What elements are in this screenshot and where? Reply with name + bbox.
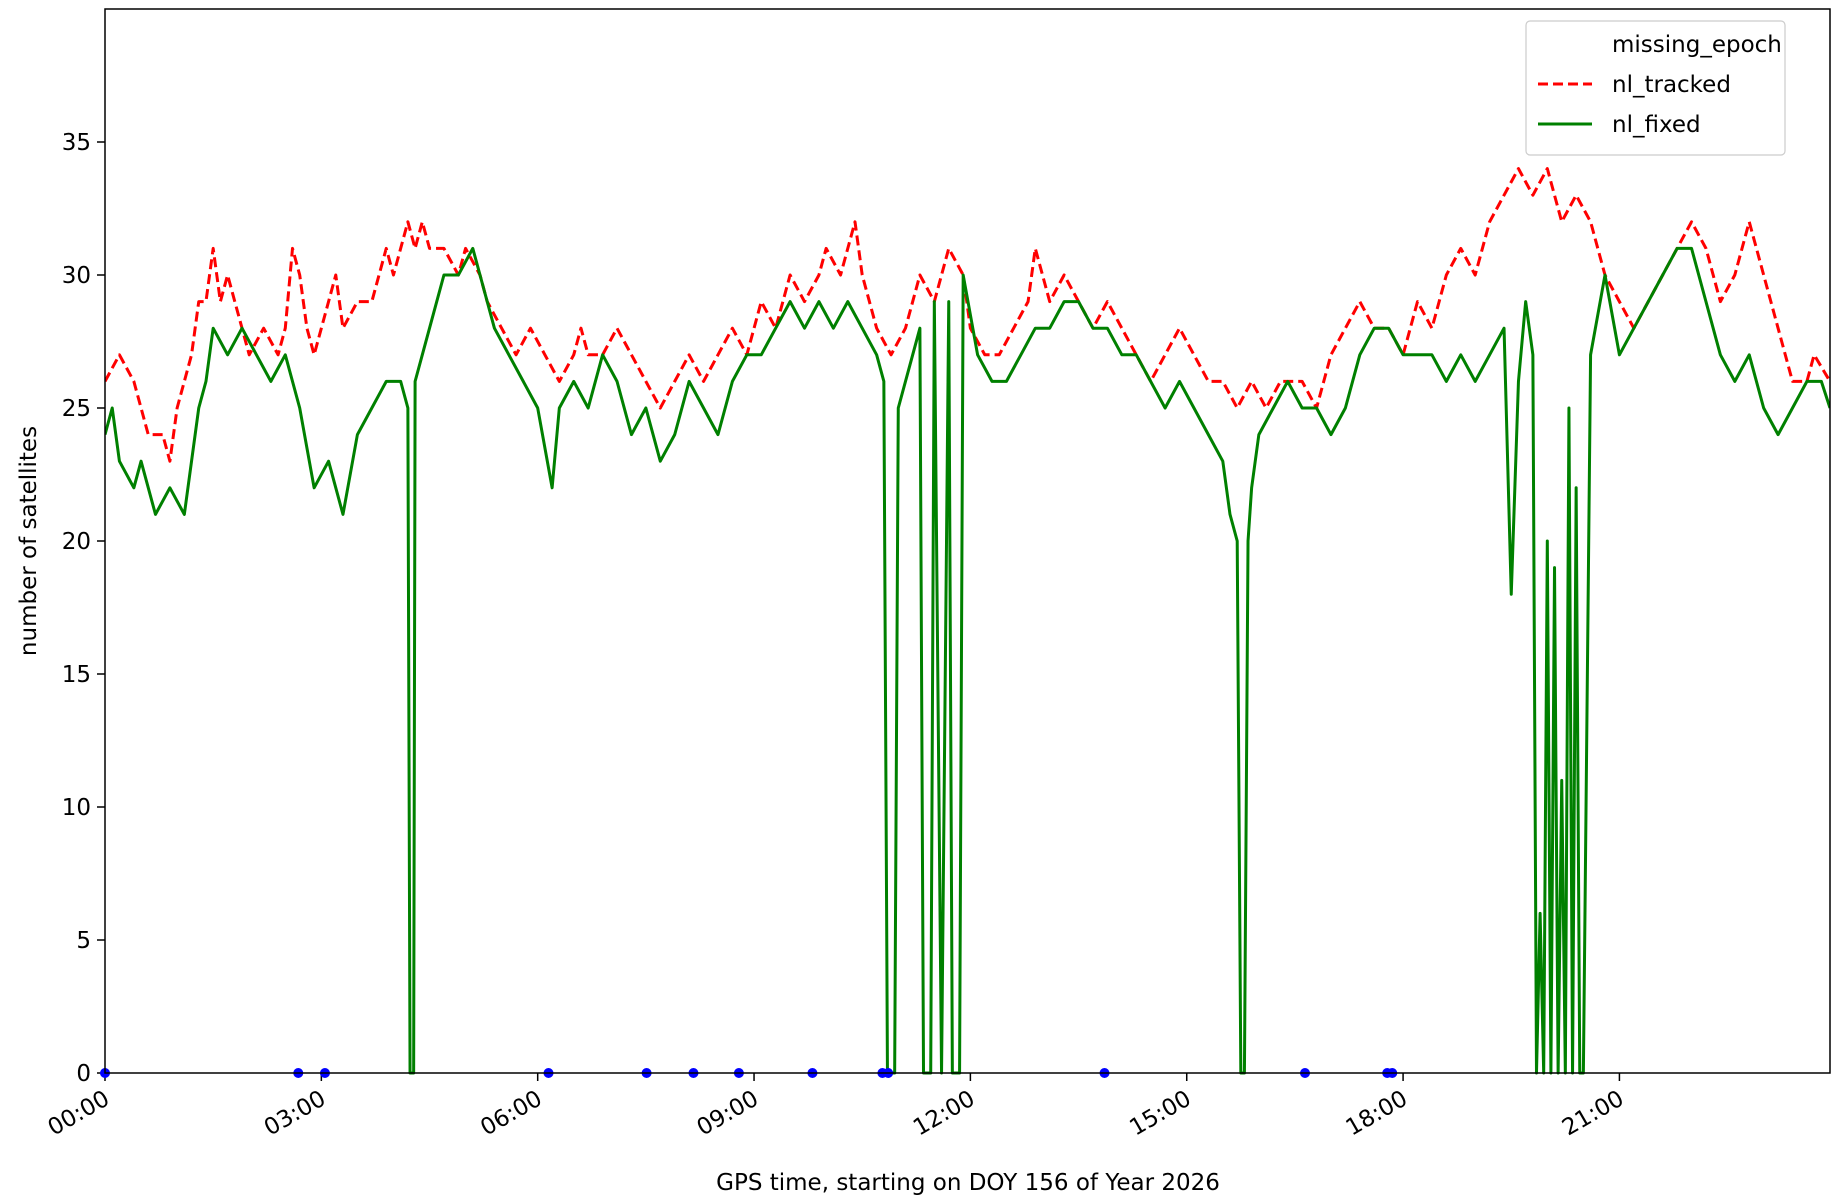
y-axis-label: number of satellites — [16, 426, 42, 656]
y-tick-label: 5 — [76, 928, 91, 954]
legend-label: missing_epoch — [1612, 32, 1782, 58]
plot-area — [105, 167, 1830, 1075]
x-tick-label: 12:00 — [909, 1086, 979, 1142]
y-tick-label: 25 — [62, 396, 91, 422]
x-tick-label: 06:00 — [476, 1086, 546, 1142]
legend-label: nl_fixed — [1612, 112, 1701, 138]
y-tick-label: 35 — [62, 130, 91, 156]
x-tick-label: 18:00 — [1342, 1086, 1412, 1142]
x-tick-label: 09:00 — [693, 1086, 763, 1142]
y-tick-label: 0 — [76, 1061, 91, 1087]
legend-label: nl_tracked — [1612, 72, 1731, 98]
y-tick-label: 30 — [62, 263, 91, 289]
y-tick-label: 10 — [62, 795, 91, 821]
x-axis-label: GPS time, starting on DOY 156 of Year 20… — [716, 1170, 1220, 1196]
series-line — [105, 246, 1830, 1075]
plot-frame — [104, 8, 1831, 1074]
y-tick-label: 20 — [62, 529, 91, 555]
y-tick-label: 15 — [62, 662, 91, 688]
x-tick-label: 03:00 — [260, 1086, 330, 1142]
series-line — [105, 167, 1830, 463]
legend-box — [1525, 20, 1786, 156]
x-tick-label: 21:00 — [1558, 1086, 1628, 1142]
x-tick-label: 15:00 — [1125, 1086, 1195, 1142]
x-tick-label: 00:00 — [44, 1086, 114, 1142]
